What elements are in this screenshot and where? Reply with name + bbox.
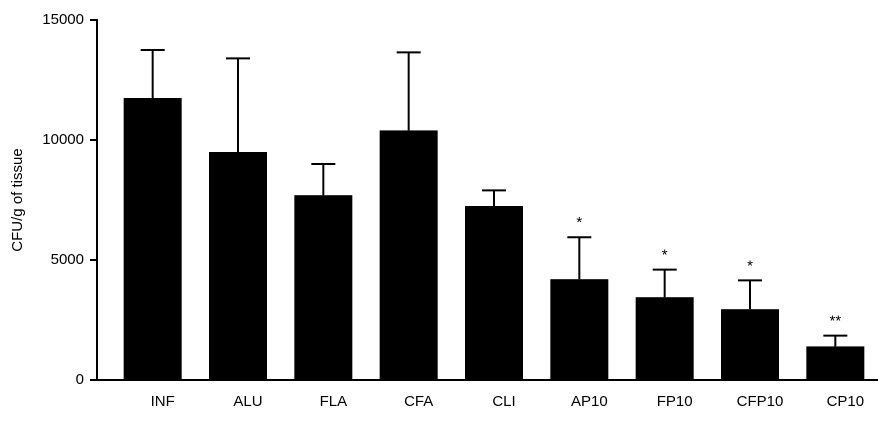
x-tick-label: CFP10 bbox=[737, 393, 784, 410]
significance-label: * bbox=[747, 257, 753, 274]
bar bbox=[209, 152, 267, 380]
y-tick-label: 0 bbox=[76, 371, 84, 388]
y-tick-label: 5000 bbox=[51, 251, 84, 268]
x-tick-label: INF bbox=[151, 393, 175, 410]
bar bbox=[806, 346, 865, 380]
bar bbox=[123, 98, 182, 380]
x-tick-label: CP10 bbox=[827, 393, 865, 410]
bar bbox=[721, 309, 779, 380]
bar bbox=[465, 206, 523, 380]
y-tick-label: 15000 bbox=[42, 11, 84, 28]
x-tick-label: AP10 bbox=[571, 393, 608, 410]
x-tick-label: CFA bbox=[404, 393, 433, 410]
bar bbox=[379, 130, 438, 380]
bar bbox=[294, 195, 353, 380]
bar bbox=[550, 279, 609, 380]
x-tick-label: FLA bbox=[320, 393, 348, 410]
y-axis-label: CFU/g of tissue bbox=[9, 148, 26, 251]
x-tick-label: ALU bbox=[233, 393, 262, 410]
bar bbox=[635, 297, 694, 380]
x-tick-label: CLI bbox=[492, 393, 515, 410]
significance-label: * bbox=[576, 214, 582, 231]
significance-label: ** bbox=[829, 313, 841, 330]
significance-label: * bbox=[662, 247, 668, 264]
x-tick-label: FP10 bbox=[657, 393, 693, 410]
y-tick-label: 10000 bbox=[42, 131, 84, 148]
